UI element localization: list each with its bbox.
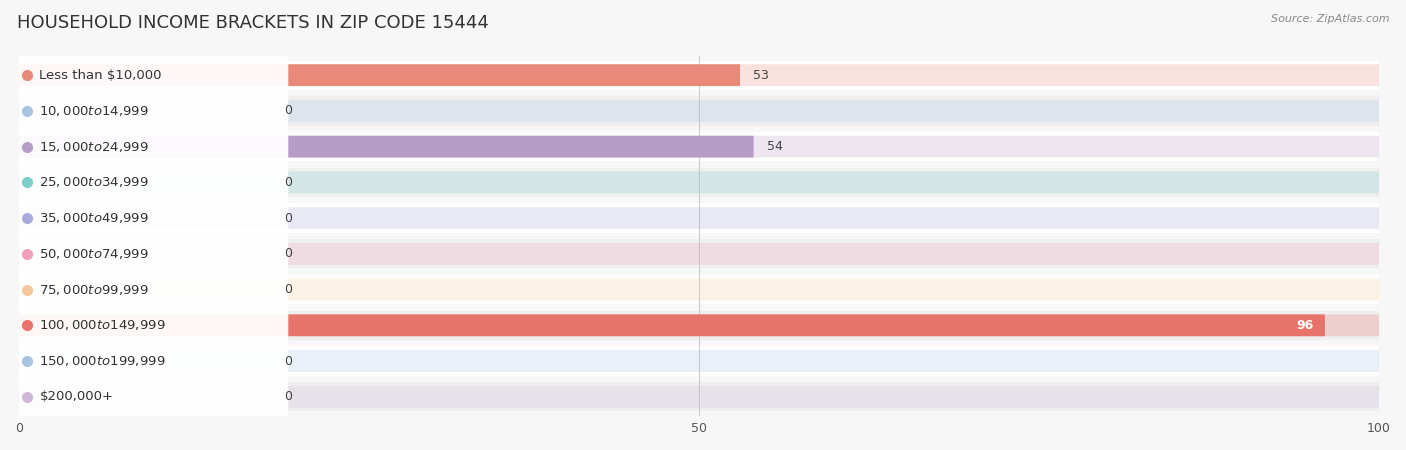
FancyBboxPatch shape — [18, 207, 1379, 229]
Text: $75,000 to $99,999: $75,000 to $99,999 — [39, 283, 149, 297]
FancyBboxPatch shape — [20, 310, 1379, 340]
FancyBboxPatch shape — [18, 100, 1379, 122]
FancyBboxPatch shape — [20, 275, 1379, 304]
FancyBboxPatch shape — [18, 350, 1379, 372]
FancyBboxPatch shape — [20, 60, 1379, 90]
Text: Source: ZipAtlas.com: Source: ZipAtlas.com — [1271, 14, 1389, 23]
FancyBboxPatch shape — [20, 168, 1379, 197]
FancyBboxPatch shape — [15, 377, 288, 417]
FancyBboxPatch shape — [18, 386, 1379, 408]
FancyBboxPatch shape — [18, 315, 1379, 336]
Text: 0: 0 — [284, 283, 292, 296]
Text: 0: 0 — [284, 355, 292, 368]
Text: $10,000 to $14,999: $10,000 to $14,999 — [39, 104, 149, 118]
FancyBboxPatch shape — [18, 136, 754, 158]
Text: 0: 0 — [284, 212, 292, 225]
FancyBboxPatch shape — [20, 239, 1379, 269]
FancyBboxPatch shape — [20, 382, 1379, 411]
Text: 0: 0 — [284, 104, 292, 117]
Text: 0: 0 — [284, 390, 292, 403]
FancyBboxPatch shape — [18, 243, 1379, 265]
Text: Less than $10,000: Less than $10,000 — [39, 69, 162, 81]
Text: 0: 0 — [284, 248, 292, 261]
FancyBboxPatch shape — [15, 198, 288, 238]
FancyBboxPatch shape — [15, 305, 288, 346]
FancyBboxPatch shape — [18, 136, 1379, 158]
FancyBboxPatch shape — [15, 55, 288, 95]
Text: $15,000 to $24,999: $15,000 to $24,999 — [39, 140, 149, 153]
Text: 54: 54 — [768, 140, 783, 153]
FancyBboxPatch shape — [15, 162, 288, 202]
Text: 53: 53 — [754, 69, 769, 81]
FancyBboxPatch shape — [18, 279, 1379, 301]
Text: 0: 0 — [284, 176, 292, 189]
Text: $50,000 to $74,999: $50,000 to $74,999 — [39, 247, 149, 261]
Text: 96: 96 — [1296, 319, 1313, 332]
Text: $200,000+: $200,000+ — [39, 390, 114, 403]
FancyBboxPatch shape — [20, 203, 1379, 233]
FancyBboxPatch shape — [20, 96, 1379, 126]
FancyBboxPatch shape — [15, 269, 288, 310]
FancyBboxPatch shape — [15, 341, 288, 381]
Text: $100,000 to $149,999: $100,000 to $149,999 — [39, 318, 166, 332]
FancyBboxPatch shape — [20, 132, 1379, 161]
FancyBboxPatch shape — [18, 64, 1379, 86]
Text: $25,000 to $34,999: $25,000 to $34,999 — [39, 176, 149, 189]
Text: $35,000 to $49,999: $35,000 to $49,999 — [39, 211, 149, 225]
Text: HOUSEHOLD INCOME BRACKETS IN ZIP CODE 15444: HOUSEHOLD INCOME BRACKETS IN ZIP CODE 15… — [17, 14, 489, 32]
Text: $150,000 to $199,999: $150,000 to $199,999 — [39, 354, 166, 368]
FancyBboxPatch shape — [18, 315, 1324, 336]
FancyBboxPatch shape — [15, 126, 288, 167]
FancyBboxPatch shape — [15, 234, 288, 274]
FancyBboxPatch shape — [20, 346, 1379, 376]
FancyBboxPatch shape — [18, 64, 740, 86]
FancyBboxPatch shape — [18, 171, 1379, 193]
FancyBboxPatch shape — [15, 90, 288, 131]
